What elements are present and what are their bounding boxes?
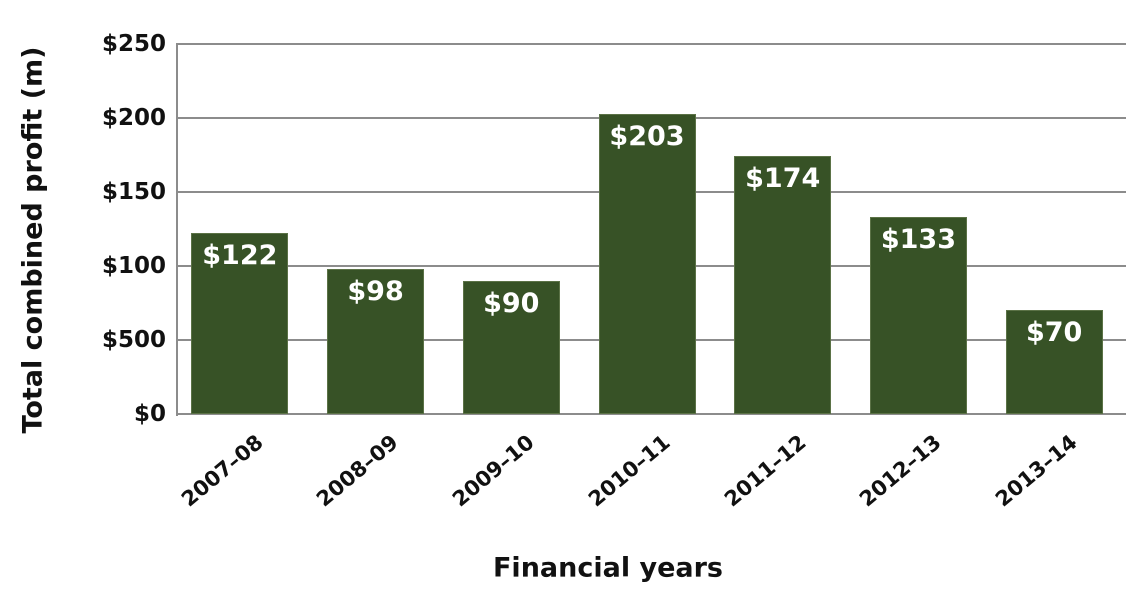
y-axis-line: [176, 44, 178, 416]
plot-area: $122 $98 $90 $203 $174 $133 $70: [176, 43, 1126, 416]
bar-2010–11: $203: [598, 113, 696, 414]
y-tick-label: $100: [101, 253, 166, 279]
gridline: [176, 413, 1126, 415]
bar-value-label: $70: [1025, 317, 1083, 349]
x-tick-label: 2011–12: [719, 430, 811, 512]
bar-2013–14: $70: [1005, 310, 1103, 414]
bar-2007–08: $122: [191, 233, 289, 414]
y-tick-label: $150: [101, 179, 166, 205]
x-tick-label: 2012–13: [855, 430, 946, 512]
bar-value-label: $90: [483, 287, 540, 319]
y-axis-title: Total combined profit (m): [17, 46, 49, 434]
gridline: [176, 43, 1126, 45]
bar-2011–12: $174: [734, 156, 832, 414]
bar-value-label: $174: [745, 163, 821, 195]
y-tick-label: $200: [101, 105, 166, 131]
x-axis-title: Financial years: [492, 552, 724, 584]
x-tick-label: 2013–14: [990, 430, 1082, 512]
bar-2008–09: $98: [327, 268, 425, 414]
bar-2012–13: $133: [869, 217, 967, 414]
x-tick-label: 2009–10: [448, 430, 539, 512]
bar-value-label: $122: [202, 240, 278, 272]
y-tick-label: $0: [133, 401, 166, 427]
y-tick-label: $500: [101, 327, 166, 353]
x-tick-label: 2007–08: [176, 430, 268, 512]
bar-value-label: $203: [609, 120, 685, 152]
x-tick-label: 2008–09: [312, 430, 404, 512]
bar-value-label: $133: [880, 224, 956, 256]
x-tick-label: 2010–11: [583, 430, 675, 512]
y-tick-label: $250: [101, 31, 166, 57]
bar-2009–10: $90: [462, 280, 560, 414]
bar-value-label: $98: [347, 275, 404, 307]
